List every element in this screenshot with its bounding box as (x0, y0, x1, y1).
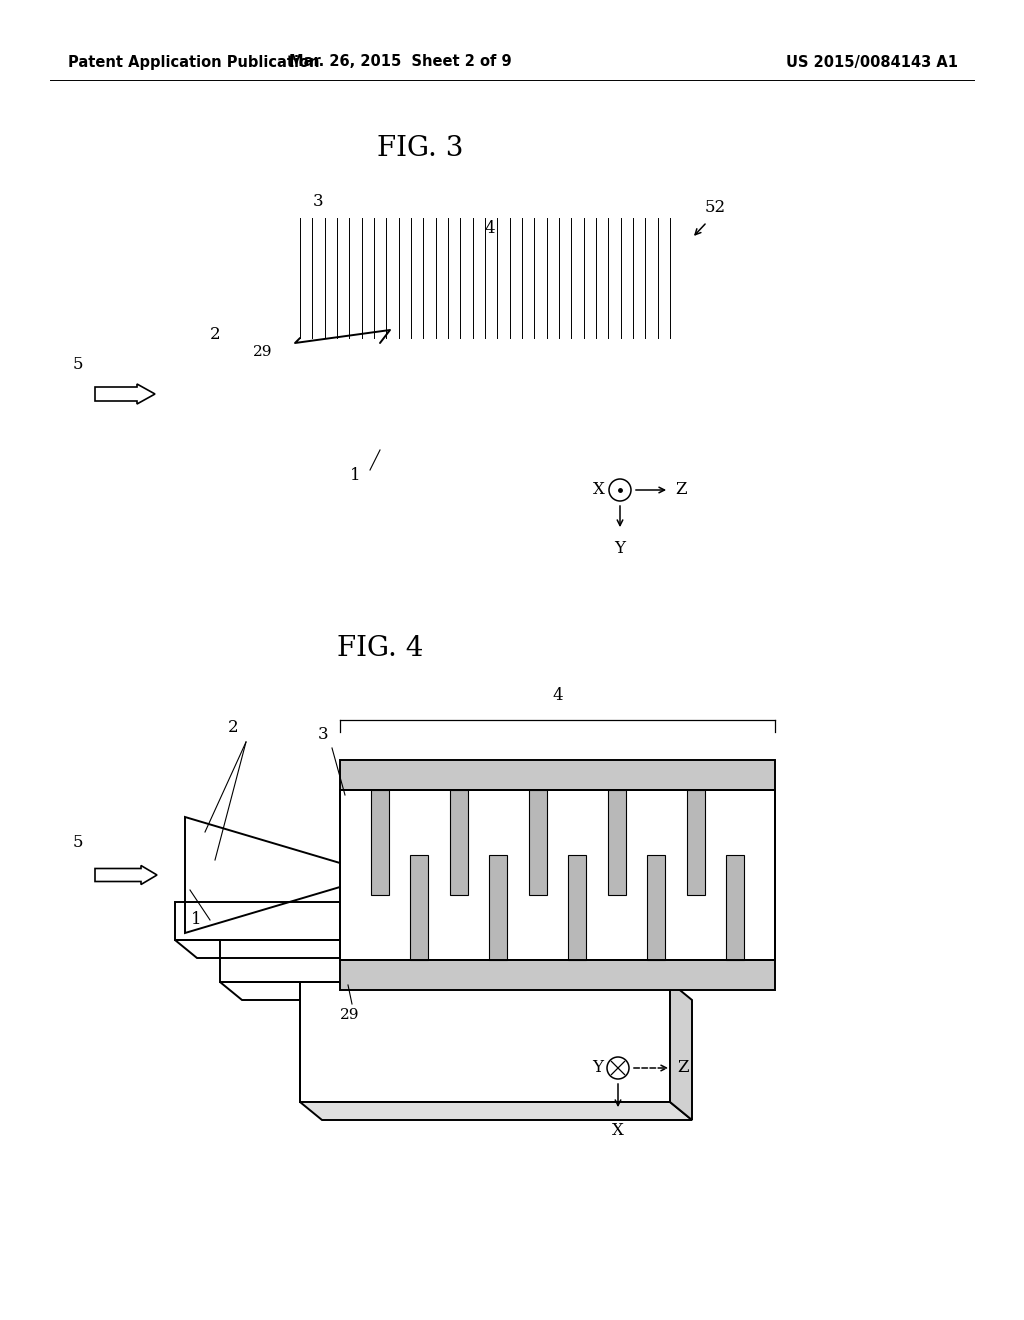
Bar (608, 789, 626, 895)
Text: 5: 5 (73, 834, 83, 851)
Bar (371, 789, 388, 895)
Text: 2: 2 (227, 719, 238, 737)
Polygon shape (670, 982, 692, 1119)
Bar (410, 855, 428, 960)
Text: FIG. 4: FIG. 4 (337, 635, 423, 661)
Text: 1: 1 (349, 467, 360, 484)
Text: 4: 4 (484, 220, 496, 238)
Text: Mar. 26, 2015  Sheet 2 of 9: Mar. 26, 2015 Sheet 2 of 9 (289, 54, 511, 70)
Polygon shape (300, 1102, 692, 1119)
Text: Z: Z (677, 1060, 688, 1077)
FancyArrow shape (95, 384, 155, 404)
Text: 3: 3 (312, 193, 324, 210)
Text: X: X (593, 482, 605, 499)
Text: Y: Y (614, 540, 626, 557)
Text: 1: 1 (191, 912, 202, 928)
Polygon shape (300, 982, 670, 1102)
Bar (489, 855, 507, 960)
Text: 5: 5 (73, 356, 83, 374)
Bar (726, 855, 744, 960)
Bar (340, 760, 775, 789)
Bar (340, 960, 775, 990)
Text: 29: 29 (340, 1008, 359, 1022)
FancyArrow shape (95, 866, 157, 884)
Text: Z: Z (675, 482, 686, 499)
Text: 4: 4 (552, 686, 563, 704)
Text: FIG. 3: FIG. 3 (377, 135, 463, 161)
Text: 29: 29 (253, 345, 272, 359)
Bar (340, 789, 775, 960)
Text: 3: 3 (317, 726, 328, 743)
Text: Y: Y (592, 1060, 603, 1077)
Bar (450, 789, 468, 895)
Bar (340, 789, 775, 960)
Text: X: X (612, 1122, 624, 1139)
Bar (647, 855, 666, 960)
Text: US 2015/0084143 A1: US 2015/0084143 A1 (786, 54, 958, 70)
Text: 2: 2 (210, 326, 220, 343)
Bar (687, 789, 705, 895)
Text: Patent Application Publication: Patent Application Publication (68, 54, 319, 70)
Bar (528, 789, 547, 895)
Bar (568, 855, 587, 960)
Text: 52: 52 (705, 199, 726, 216)
